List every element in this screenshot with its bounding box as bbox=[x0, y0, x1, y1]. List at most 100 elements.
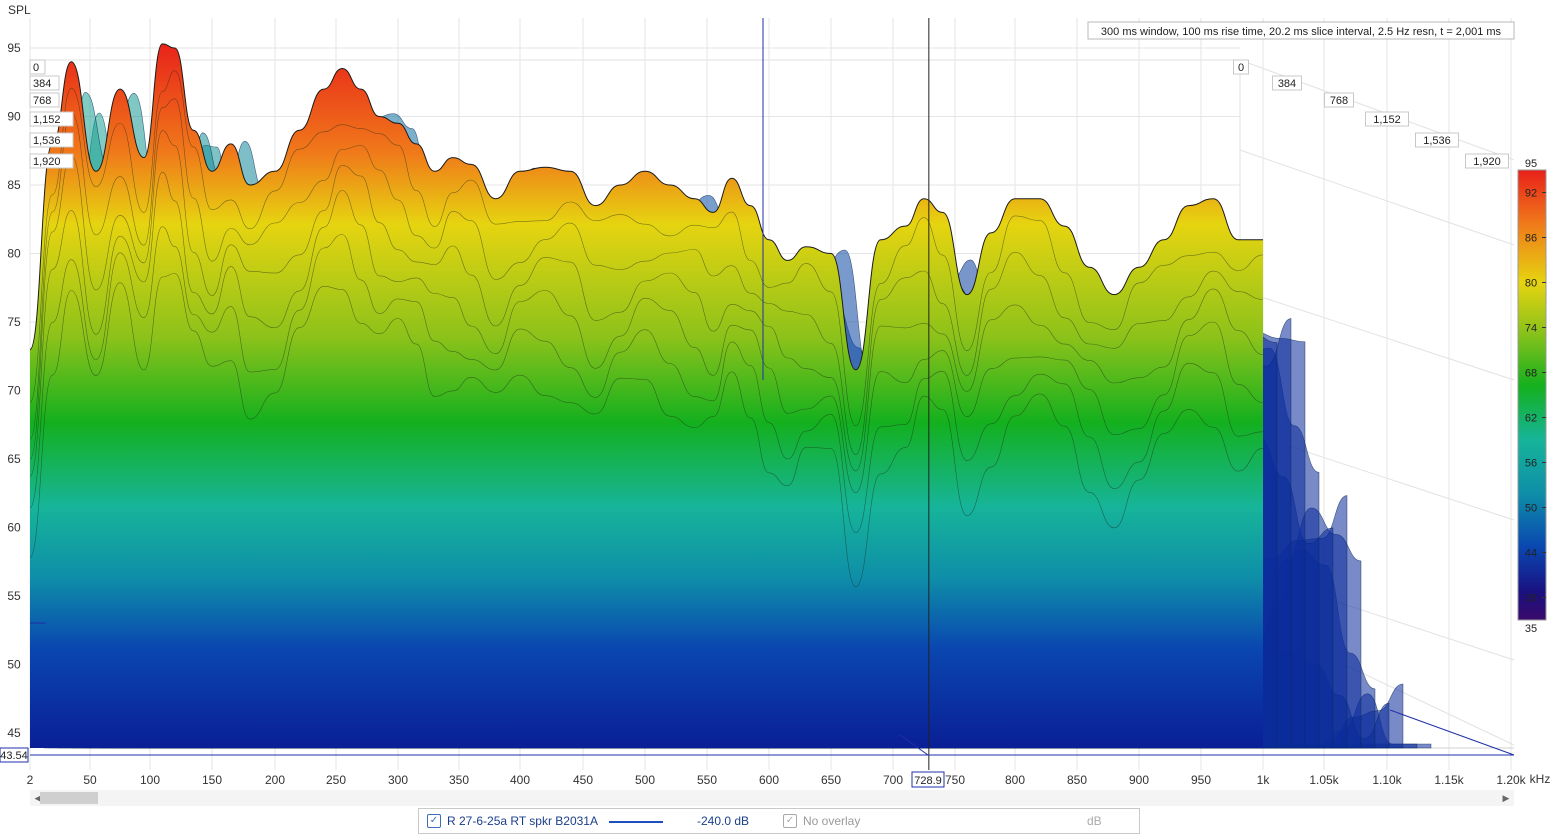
y-tick-label: 60 bbox=[7, 521, 21, 535]
time-label-box bbox=[1465, 153, 1509, 169]
cursor-diagonal-2 bbox=[899, 734, 929, 756]
cursor-x-value: 728.9 bbox=[914, 775, 942, 787]
time-label-box bbox=[1324, 92, 1354, 108]
x-tick-label: 1.05k bbox=[1309, 773, 1339, 787]
cursor-x-box bbox=[911, 771, 945, 788]
x-tick-label: 950 bbox=[1191, 773, 1211, 787]
colorbar-tick-label: 38 bbox=[1525, 593, 1537, 605]
x-tick-label: 900 bbox=[1129, 773, 1149, 787]
y-tick-label: 50 bbox=[7, 658, 21, 672]
y-tick-label: 65 bbox=[7, 452, 21, 466]
colorbar-tick-label: 50 bbox=[1525, 503, 1537, 515]
x-tick-label: 350 bbox=[449, 773, 469, 787]
chart-title: 300 ms window, 100 ms rise time, 20.2 ms… bbox=[1101, 26, 1502, 38]
colorbar-ticks: 95 92 86 80 74 68 62 56 50 44 38 35 bbox=[1525, 158, 1546, 635]
time-label: 1,920 bbox=[1473, 156, 1501, 168]
x-tick-label: 1k bbox=[1257, 773, 1271, 787]
series-checkbox[interactable]: ✓ bbox=[427, 814, 441, 828]
title-box bbox=[1087, 21, 1515, 40]
time-label: 1,536 bbox=[33, 135, 61, 147]
x-tick-label: 2 bbox=[27, 773, 34, 787]
x-tick-label: 250 bbox=[326, 773, 346, 787]
time-labels-left: 0 384 768 1,152 1,536 1,920 bbox=[29, 59, 74, 169]
time-label: 0 bbox=[33, 62, 39, 74]
colorbar-tick-label: 92 bbox=[1525, 188, 1537, 200]
time-label-box bbox=[29, 153, 74, 169]
time-label-box bbox=[29, 59, 46, 75]
colorbar-tick-label: 80 bbox=[1525, 278, 1537, 290]
slice-contour bbox=[29, 226, 1264, 533]
series-main-line bbox=[29, 43, 1263, 371]
x-tick-label: 450 bbox=[573, 773, 593, 787]
x-tick-label: 400 bbox=[510, 773, 530, 787]
time-label-box bbox=[1233, 59, 1249, 75]
x-tick-label: 100 bbox=[140, 773, 160, 787]
time-label-box bbox=[29, 111, 74, 127]
y-tick-label: 70 bbox=[7, 384, 21, 398]
colorbar-tick-label: 86 bbox=[1525, 233, 1537, 245]
time-label: 1,536 bbox=[1423, 135, 1451, 147]
legend-bar: ✓ R 27-6-25a RT spkr B2031A -240.0 dB ✓ … bbox=[418, 808, 1140, 834]
cursor-y-box bbox=[0, 747, 29, 763]
series-main-slice bbox=[29, 43, 1264, 748]
x-tick-label: 650 bbox=[821, 773, 841, 787]
x-tick-label: 1.10k bbox=[1372, 773, 1402, 787]
scroll-thumb[interactable] bbox=[40, 792, 98, 804]
y-tick-label: 85 bbox=[7, 178, 21, 192]
slice-contour bbox=[29, 130, 1264, 472]
time-label-box bbox=[29, 75, 60, 91]
x-tick-label: 1.15k bbox=[1434, 773, 1464, 787]
legend-line-swatch bbox=[609, 821, 663, 823]
time-label: 1,152 bbox=[1373, 114, 1401, 126]
legend-unit-label: dB bbox=[1087, 814, 1102, 828]
colorbar-tick-label: 68 bbox=[1525, 368, 1537, 380]
slice-contour bbox=[29, 98, 1264, 455]
time-label: 768 bbox=[1330, 95, 1348, 107]
slice-contour bbox=[29, 70, 1264, 427]
x-axis-ticks: 2 50 100 150 200 250 300 350 400 450 500 550 600 650 7… bbox=[27, 773, 1527, 787]
x-tick-label: 200 bbox=[265, 773, 285, 787]
time-label: 0 bbox=[1238, 62, 1244, 74]
y-tick-label: 80 bbox=[7, 247, 21, 261]
x-tick-label: 850 bbox=[1067, 773, 1087, 787]
x-tick-label: 700 bbox=[883, 773, 903, 787]
horizontal-scrollbar[interactable]: ◀ ▶ bbox=[30, 790, 1514, 806]
series-main-area bbox=[30, 43, 1263, 748]
y-tick-label: 55 bbox=[7, 589, 21, 603]
legend-overlay-label: No overlay bbox=[803, 814, 861, 828]
scroll-left-arrow-icon[interactable]: ◀ bbox=[34, 793, 42, 803]
colorbar-tick-label: 62 bbox=[1525, 413, 1537, 425]
colorbar-tick-label: 95 bbox=[1525, 158, 1537, 170]
colorbar-tick-label: 35 bbox=[1525, 623, 1537, 635]
time-label-box bbox=[29, 92, 60, 108]
time-label-box bbox=[1272, 75, 1302, 91]
x-tick-label: 150 bbox=[202, 773, 222, 787]
colorbar-tick-label: 44 bbox=[1525, 548, 1537, 560]
x-axis-unit: kHz bbox=[1530, 772, 1551, 786]
legend-series-name[interactable]: R 27-6-25a RT spkr B2031A bbox=[447, 814, 598, 828]
colorbar-tick-label: 74 bbox=[1525, 323, 1537, 335]
y-tick-label: 45 bbox=[7, 726, 21, 740]
time-label-box bbox=[1365, 111, 1409, 127]
time-label: 1,152 bbox=[33, 114, 61, 126]
overlay-checkbox[interactable]: ✓ bbox=[783, 814, 797, 828]
time-label: 384 bbox=[33, 78, 51, 90]
x-tick-label: 50 bbox=[83, 773, 97, 787]
x-tick-label: 600 bbox=[759, 773, 779, 787]
x-tick-label: 750 bbox=[945, 773, 965, 787]
y-axis-title: SPL bbox=[8, 3, 31, 17]
y-tick-label: 95 bbox=[7, 41, 21, 55]
y-tick-label: 75 bbox=[7, 315, 21, 329]
slice-contour bbox=[29, 273, 1264, 588]
x-tick-label: 300 bbox=[388, 773, 408, 787]
x-tick-label: 800 bbox=[1005, 773, 1025, 787]
time-label-box bbox=[1415, 132, 1459, 148]
time-label: 1,920 bbox=[33, 156, 61, 168]
x-tick-label: 500 bbox=[635, 773, 655, 787]
scroll-right-arrow-icon[interactable]: ▶ bbox=[1502, 793, 1510, 803]
cursor-diagonal bbox=[1389, 709, 1515, 756]
colorbar-tick-label: 56 bbox=[1525, 458, 1537, 470]
y-axis-ticks: 95 90 85 80 75 70 65 60 55 50 45 bbox=[7, 41, 21, 740]
slice-contour bbox=[29, 171, 1264, 494]
